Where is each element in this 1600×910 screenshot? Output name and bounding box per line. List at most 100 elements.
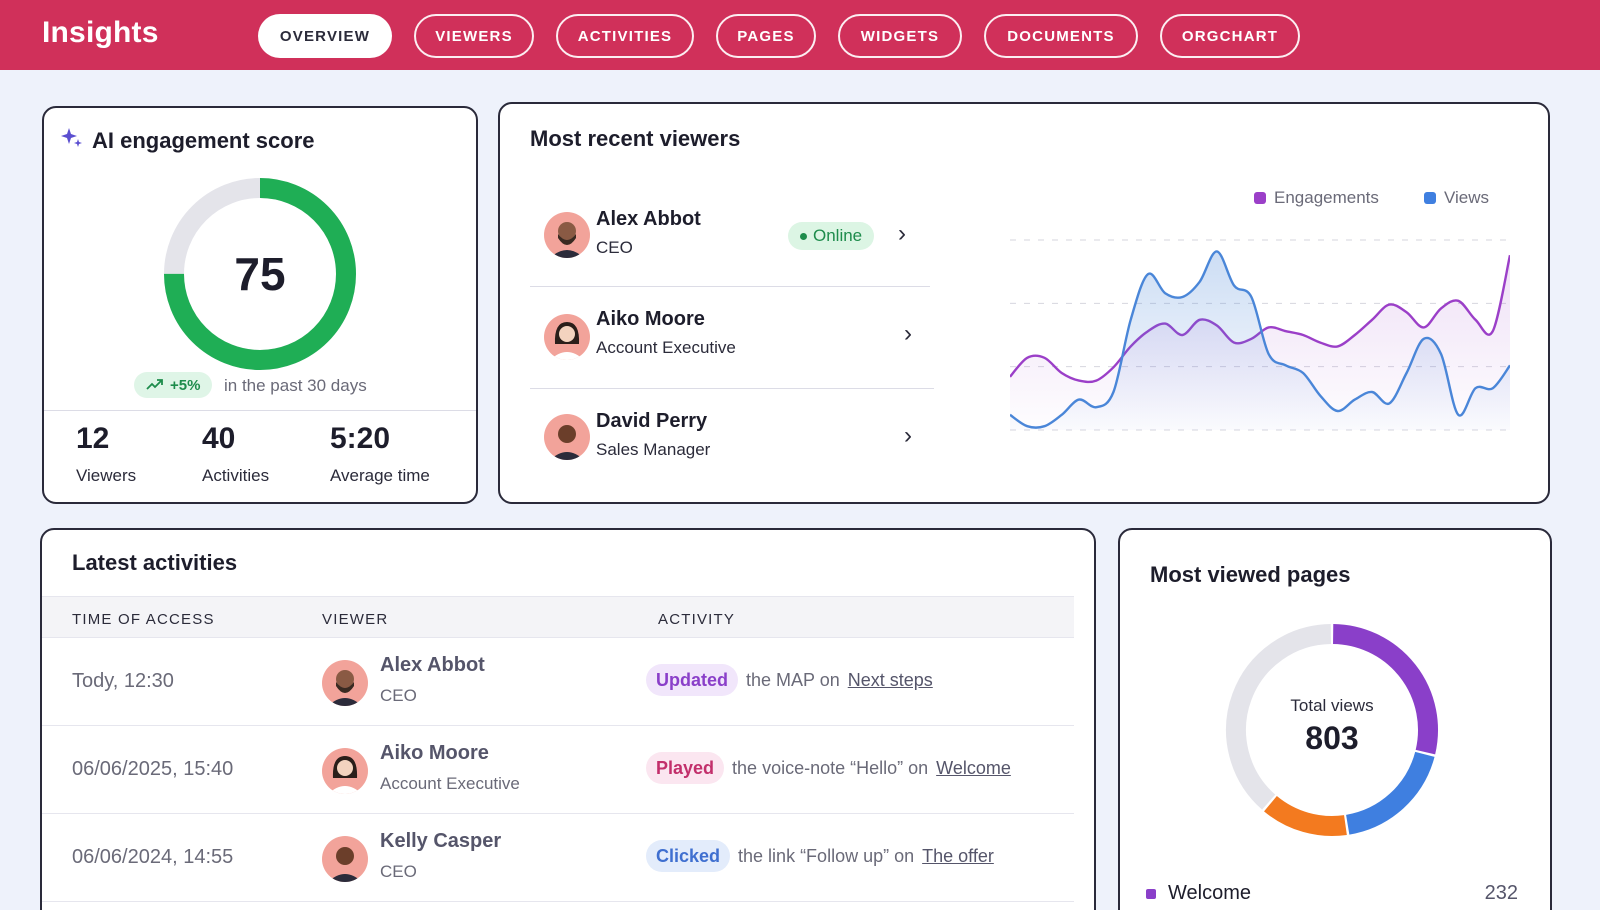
tab-documents[interactable]: DOCUMENTS [984,14,1138,58]
viewer-name: Alex Abbot [596,208,701,230]
viewer-role: Account Executive [596,338,736,357]
activities-count: 40 [202,422,236,455]
viewers-count: 12 [76,422,110,455]
activity-description: Updated the MAP on Next steps [646,664,933,696]
online-status-badge: Online [788,222,875,250]
status-text: Online [813,226,863,245]
column-header-viewer: VIEWER [322,611,389,628]
access-time: 06/06/2024, 14:55 [72,846,234,868]
average-time-value: 5:20 [330,422,391,455]
activity-text: the link “Follow up” on [738,845,915,866]
trend-up-icon [146,377,164,394]
avatar [544,212,590,258]
column-header-activity: ACTIVITY [658,611,736,628]
app-title: Insights [42,16,159,49]
engagement-gauge-fill [164,178,356,370]
avatar [322,836,368,882]
donut-segment [1332,624,1438,755]
avatar [544,414,590,460]
activity-description: Played the voice-note “Hello” on Welcome [646,752,1011,784]
viewer-role: Sales Manager [596,440,711,459]
latest-activities-title: Latest activities [72,550,238,575]
engagement-title: AI engagement score [92,127,315,153]
most-viewed-pages-card: Most viewed pages Total views 803 Welcom… [1118,528,1552,910]
viewer-name: Aiko Moore [380,742,489,764]
engagement-header: AI engagement score [60,126,315,155]
activity-type-badge: Updated [646,664,738,696]
avatar [322,748,368,794]
legend-label: Views [1444,188,1490,207]
viewer-role: CEO [596,238,633,257]
activities-label: Activities [202,466,270,485]
tab-viewers[interactable]: VIEWERS [414,14,534,58]
activity-type-badge: Clicked [646,840,731,872]
most-viewed-pages-title: Most viewed pages [1150,562,1351,587]
engagement-score: 75 [234,248,286,300]
donut-segment [1264,795,1347,836]
chevron-right-icon[interactable]: › [904,422,912,449]
engagement-gauge [164,178,356,370]
tab-pages[interactable]: PAGES [716,14,816,58]
donut-segment [1345,751,1435,835]
activity-target-link[interactable]: Next steps [847,669,933,690]
viewer-name: Alex Abbot [380,654,485,676]
activity-target-link[interactable]: The offer [922,845,994,866]
engagement-views-chart [1010,239,1510,431]
total-views-value: 803 [1305,720,1359,756]
page-name: Welcome [1168,882,1251,904]
activity-text: the MAP on [746,669,840,690]
viewer-role: Account Executive [380,774,520,793]
divider [44,410,476,411]
table-header: TIME OF ACCESS VIEWER ACTIVITY [42,596,1074,638]
viewer-name: Kelly Casper [380,830,502,852]
page-list-item[interactable]: Welcome 232 [1146,882,1518,905]
total-views-label: Total views [1290,696,1374,715]
viewer-name: Aiko Moore [596,308,705,330]
page-color-swatch [1146,888,1156,899]
legend-label: Engagements [1274,188,1379,207]
recent-viewers-card: Most recent viewers Alex Abbot CEO Onlin… [498,102,1550,504]
activity-description: Clicked the link “Follow up” on The offe… [646,840,994,872]
divider [530,388,934,389]
avatar [322,660,368,706]
series-line-views [1010,250,1510,429]
chevron-right-icon[interactable]: › [904,320,912,347]
viewer-row[interactable]: Aiko Moore Account Executive › [530,290,934,388]
table-row[interactable]: 06/06/2025, 15:40 Aiko Moore Account Exe… [42,726,1074,814]
viewer-row[interactable]: Alex Abbot CEO Online › [530,188,934,286]
recent-viewers-title: Most recent viewers [530,126,741,151]
donut-segment [1226,624,1332,810]
access-time: 06/06/2025, 15:40 [72,758,234,780]
viewer-name: David Perry [596,410,708,432]
status-dot-icon [800,232,807,240]
activity-type-badge: Played [646,752,725,784]
top-bar: Insights OVERVIEW VIEWERS ACTIVITIES PAG… [0,0,1600,70]
latest-activities-card: Latest activities TIME OF ACCESS VIEWER … [40,528,1096,910]
viewer-role: CEO [380,862,417,881]
page-views-donut [1226,624,1438,836]
engagement-card: AI engagement score 75 +5% in the past 3… [42,106,478,504]
tab-widgets[interactable]: WIDGETS [838,14,962,58]
access-time: Tody, 12:30 [72,670,174,692]
viewer-row[interactable]: David Perry Sales Manager › [530,392,934,490]
chevron-right-icon[interactable]: › [898,220,906,247]
legend-swatch [1424,192,1436,204]
avatar [544,314,590,360]
table-row[interactable]: 06/06/2024, 14:55 Kelly Casper CEO Click… [42,814,1074,902]
activity-target-link[interactable]: Welcome [936,757,1011,778]
sparkle-icon [60,126,84,155]
trend-value: +5% [170,376,201,394]
column-header-time: TIME OF ACCESS [72,611,215,628]
table-row[interactable]: Tody, 12:30 Alex Abbot CEO Updated the M… [42,638,1074,726]
viewers-label: Viewers [76,466,137,485]
series-area-views [1010,251,1510,430]
tab-orgchart[interactable]: ORGCHART [1160,14,1300,58]
legend-views: Views [1424,188,1489,208]
activity-text: the voice-note “Hello” on [732,757,929,778]
legend-engagements: Engagements [1254,188,1379,208]
page-view-count: 232 [1484,882,1518,904]
tab-activities[interactable]: ACTIVITIES [556,14,694,58]
divider [530,286,930,287]
trend-period: in the past 30 days [224,376,367,395]
tab-overview[interactable]: OVERVIEW [258,14,392,58]
